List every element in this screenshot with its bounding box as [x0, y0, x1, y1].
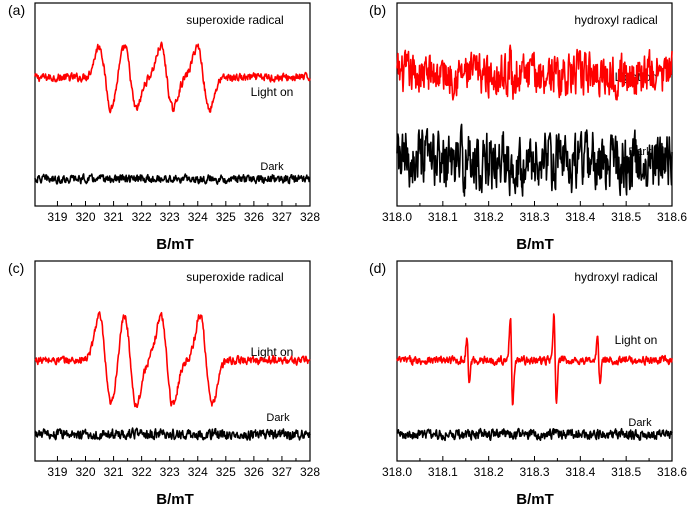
x-tick-label: 326 [244, 465, 264, 479]
chart-title: hydroxyl radical [574, 270, 657, 284]
x-tick-label: 318.4 [565, 465, 595, 479]
panel-d: (d) hydroxyl radical Light on Dark B/mT … [369, 260, 687, 508]
x-tick-label: 318.6 [657, 465, 687, 479]
chart-title: hydroxyl radical [574, 13, 657, 27]
x-tick-label: 318.2 [474, 210, 504, 224]
series-dark-line [396, 427, 673, 442]
chart-title: superoxide radical [186, 13, 283, 27]
panel-label: (a) [8, 2, 25, 18]
x-tick-label: 321 [104, 210, 124, 224]
panel-c: (c) superoxide radical Light on Dark B/m… [8, 260, 320, 508]
x-tick-label: 319 [47, 465, 67, 479]
x-tick-label: 322 [132, 465, 152, 479]
x-tick-label: 322 [132, 210, 152, 224]
x-tick-label: 319 [47, 210, 67, 224]
x-tick-label: 318.1 [428, 210, 458, 224]
x-tick-label: 318.4 [565, 210, 595, 224]
x-tick-label: 318.3 [519, 210, 549, 224]
x-tick-label: 323 [160, 210, 180, 224]
x-tick-label: 318.5 [611, 465, 641, 479]
series-light-on-line [396, 313, 673, 406]
plot-frame [34, 260, 311, 462]
legend-dark: Dark [260, 161, 284, 173]
x-tick-label: 324 [188, 210, 208, 224]
x-axis-label: B/mT [156, 236, 194, 253]
series-dark-line [34, 427, 311, 441]
panel-label: (d) [369, 260, 386, 276]
x-tick-label: 325 [216, 465, 236, 479]
chart-title: superoxide radical [186, 270, 283, 284]
x-tick-label: 318.1 [428, 465, 458, 479]
panel-label: (c) [8, 260, 24, 276]
x-tick-label: 327 [272, 465, 292, 479]
x-axis-label: B/mT [516, 236, 554, 253]
x-tick-label: 320 [75, 465, 95, 479]
panel-a: (a) superoxide radical Light on Dark B/m… [8, 2, 320, 253]
legend-light-on: Light on [251, 345, 294, 359]
x-tick-label: 318.5 [611, 210, 641, 224]
series-light-on-line [34, 311, 311, 409]
x-tick-label: 323 [160, 465, 180, 479]
x-axis-label: B/mT [156, 491, 194, 508]
x-tick-label: 328 [300, 465, 320, 479]
panel-b: (b) hydroxyl radical Light on Dark B/mT … [369, 2, 687, 253]
x-tick-label: 318.0 [382, 210, 412, 224]
legend-dark: Dark [266, 412, 290, 424]
x-tick-label: 327 [272, 210, 292, 224]
x-tick-label: 318.3 [519, 465, 549, 479]
x-tick-label: 318.0 [382, 465, 412, 479]
series-light-on-line [34, 41, 311, 114]
x-tick-label: 318.6 [657, 210, 687, 224]
x-tick-label: 324 [188, 465, 208, 479]
legend-light-on: Light on [615, 333, 658, 347]
x-tick-label: 320 [75, 210, 95, 224]
plot-frame [34, 2, 311, 207]
x-tick-label: 325 [216, 210, 236, 224]
legend-dark: Dark [628, 417, 652, 429]
panel-label: (b) [369, 2, 386, 18]
x-tick-label: 328 [300, 210, 320, 224]
x-tick-label: 321 [104, 465, 124, 479]
x-axis-label: B/mT [516, 491, 554, 508]
series-light-on-line [396, 44, 673, 101]
x-tick-label: 318.2 [474, 465, 504, 479]
legend-light-on: Light on [251, 85, 294, 99]
series-dark-line [396, 123, 673, 197]
series-dark-line [34, 173, 311, 185]
x-tick-label: 326 [244, 210, 264, 224]
